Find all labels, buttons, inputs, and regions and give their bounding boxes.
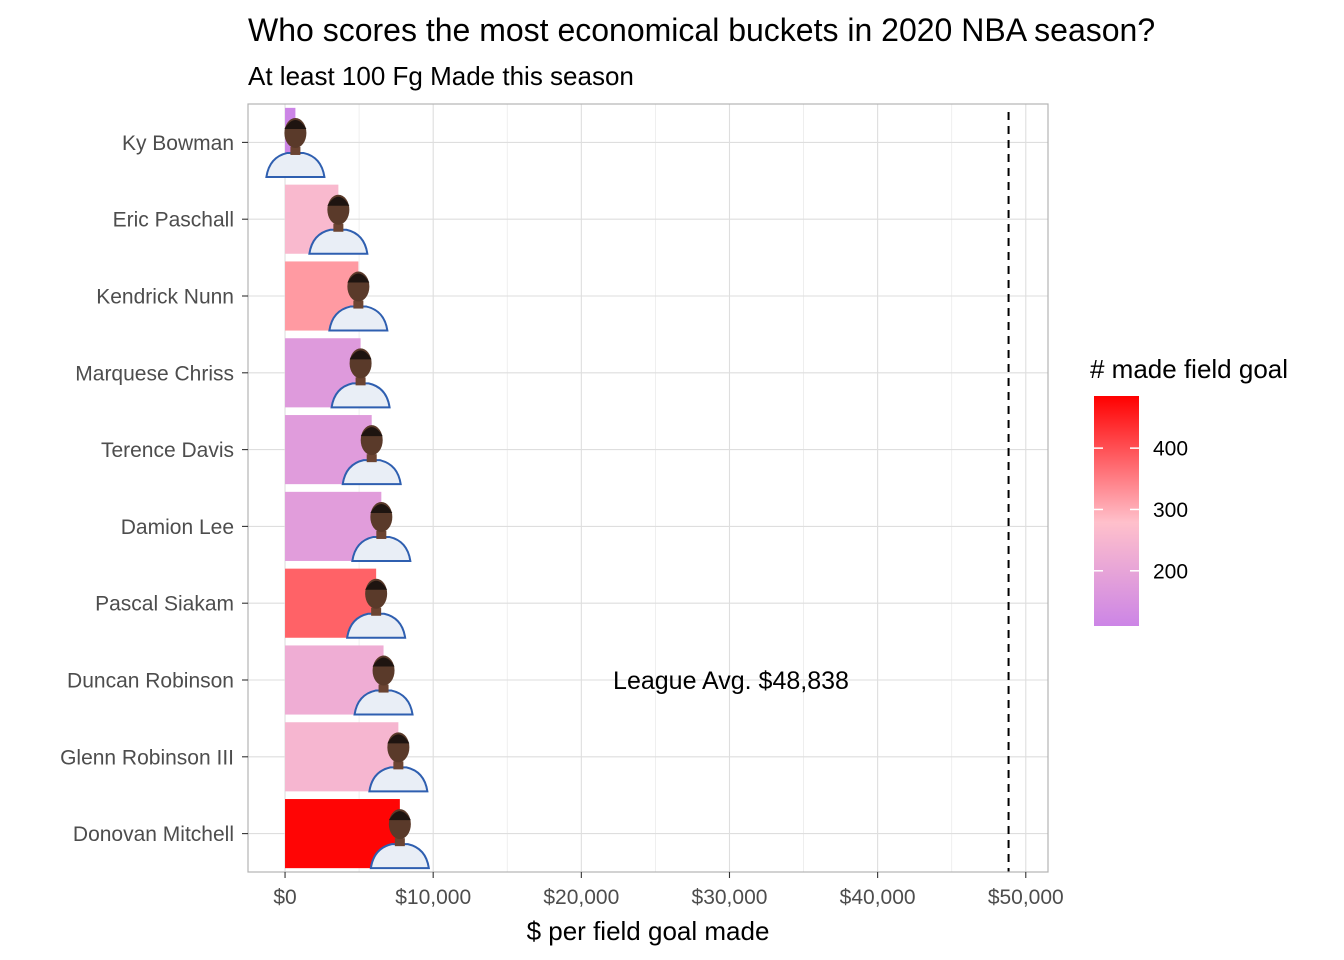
- color-legend: # made field goal 200 300 400: [1090, 354, 1288, 626]
- player-jersey: [341, 459, 402, 486]
- y-tick-label: Eric Paschall: [113, 209, 234, 232]
- player-hair: [360, 427, 383, 437]
- player-jersey: [265, 151, 326, 178]
- x-tick-label: $40,000: [840, 886, 916, 909]
- x-tick-label: $30,000: [692, 886, 768, 909]
- grid-lines: [248, 104, 1048, 872]
- player-hair: [372, 657, 395, 667]
- player-headshot: [328, 271, 389, 332]
- player-headshot: [265, 117, 326, 178]
- y-tick-label: Ky Bowman: [122, 132, 234, 155]
- player-neck: [371, 607, 382, 616]
- player-neck: [393, 761, 404, 770]
- y-tick-label: Donovan Mitchell: [73, 823, 234, 846]
- player-neck: [394, 838, 405, 847]
- player-neck: [333, 223, 344, 232]
- x-axis-title: $ per field goal made: [527, 916, 770, 946]
- player-headshot: [353, 655, 414, 716]
- player-hair: [284, 119, 307, 129]
- y-tick-label: Glenn Robinson III: [60, 746, 234, 769]
- legend-tick-label: 200: [1153, 560, 1188, 583]
- player-jersey: [308, 228, 369, 255]
- player-jersey: [328, 305, 389, 332]
- player-hair: [388, 811, 411, 821]
- legend-tick-label: 300: [1153, 499, 1188, 522]
- chart-subtitle: At least 100 Fg Made this season: [248, 61, 634, 91]
- player-jersey: [369, 843, 431, 870]
- reference-line-label: League Avg. $48,838: [613, 667, 849, 695]
- player-headshot: [351, 501, 412, 562]
- player-hair: [327, 196, 350, 206]
- y-tick-label: Pascal Siakam: [95, 593, 234, 616]
- legend-ticks: 200 300 400: [1094, 438, 1188, 583]
- panel-border: [247, 103, 1049, 873]
- x-tick-label: $0: [273, 886, 296, 909]
- player-jersey: [368, 766, 429, 793]
- player-headshot: [369, 809, 431, 870]
- x-tick-label: $50,000: [988, 886, 1064, 909]
- player-hair: [365, 580, 388, 590]
- x-tick-label: $20,000: [543, 886, 619, 909]
- player-neck: [290, 146, 301, 155]
- y-axis: Ky Bowman Eric Paschall Kendrick Nunn Marqu…: [60, 132, 248, 846]
- player-neck: [353, 300, 364, 309]
- player-headshot: [368, 732, 429, 793]
- player-hair: [349, 350, 372, 360]
- y-tick-label: Marquese Chriss: [75, 362, 234, 385]
- player-headshot: [345, 578, 407, 639]
- player-hair: [387, 734, 410, 744]
- player-neck: [378, 684, 389, 693]
- legend-title: # made field goal: [1090, 354, 1288, 384]
- player-hair: [370, 503, 393, 513]
- legend-colorbar: [1094, 396, 1139, 626]
- player-neck: [366, 454, 377, 463]
- x-axis: $0 $10,000 $20,000 $30,000 $40,000 $50,000: [273, 872, 1064, 909]
- player-headshot: [330, 348, 391, 409]
- y-tick-label: Kendrick Nunn: [96, 286, 234, 309]
- legend-tick-label: 400: [1153, 438, 1188, 461]
- y-tick-label: Terence Davis: [101, 439, 234, 462]
- chart-title: Who scores the most economical buckets i…: [248, 12, 1155, 48]
- bars: [285, 107, 400, 869]
- player-jersey: [351, 535, 412, 562]
- player-headshots: [265, 117, 431, 870]
- player-jersey: [353, 689, 414, 716]
- player-jersey: [345, 612, 407, 639]
- plot-panel: League Avg. $48,838: [247, 103, 1049, 873]
- player-headshot: [341, 425, 402, 486]
- player-jersey: [330, 382, 391, 409]
- y-tick-label: Damion Lee: [121, 516, 234, 539]
- player-neck: [376, 530, 387, 539]
- y-tick-label: Duncan Robinson: [67, 670, 234, 693]
- player-headshot: [308, 194, 369, 255]
- player-neck: [355, 377, 366, 386]
- reference-line-group: League Avg. $48,838: [613, 112, 1010, 872]
- player-hair: [347, 273, 370, 283]
- x-tick-label: $10,000: [395, 886, 471, 909]
